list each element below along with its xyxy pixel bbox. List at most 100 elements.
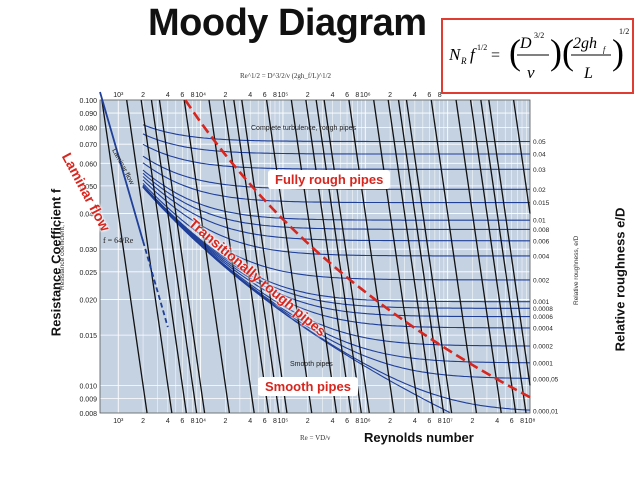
- top-tick-label: 8: [273, 92, 277, 99]
- roughness-axis-label: Relative roughness e/D: [612, 207, 628, 352]
- bottom-tick-label: 2: [470, 418, 474, 425]
- iso-lines: [101, 99, 531, 414]
- y-tick-label: 0.050: [79, 184, 97, 191]
- iso-line: [150, 99, 198, 414]
- tick-labels: 0.1000.0900.0800.0700.0600.0500.0400.030…: [79, 92, 558, 425]
- y-tick-label: 0.100: [79, 98, 97, 105]
- top-tick-label: 10⁵: [278, 92, 289, 99]
- y-tick-label: 0.090: [79, 111, 97, 118]
- bottom-tick-label: 10³: [113, 418, 124, 425]
- top-tick-label: 6: [263, 92, 267, 99]
- iso-line: [373, 99, 420, 414]
- formula-exp-32: 3/2: [534, 31, 544, 40]
- formula-paren-r2: ): [612, 32, 624, 72]
- roughness-label: 0.0002: [533, 344, 553, 351]
- y-tick-label: 0.020: [79, 297, 97, 304]
- bottom-tick-label: 10⁴: [195, 418, 206, 425]
- bottom-tick-label: 4: [331, 418, 335, 425]
- top-tick-label: 4: [166, 92, 170, 99]
- laminar-line: [99, 91, 144, 242]
- transition-boundary-group: [184, 99, 531, 399]
- iso-line: [323, 99, 370, 414]
- y-tick-label: 0.008: [79, 411, 97, 418]
- bottom-tick-label: 4: [495, 418, 499, 425]
- formula: N R f 1/2 = ( D 3/2 ν ) ( 2gh f L ) 1/2: [448, 27, 629, 82]
- top-tick-label: 10³: [113, 92, 124, 99]
- top-tick-label: 10⁶: [360, 92, 371, 99]
- top-tick-label: 4: [413, 92, 417, 99]
- formula-paren-l2: (: [562, 32, 574, 72]
- roughness-label: 0.04: [533, 152, 546, 159]
- top-tick-label: 6: [345, 92, 349, 99]
- iso-line: [480, 99, 527, 414]
- top-tick-label: 8: [191, 92, 195, 99]
- top-tick-label: 2: [141, 92, 145, 99]
- bottom-tick-label: 8: [438, 418, 442, 425]
- page-title: Moody Diagram: [148, 2, 427, 44]
- top-tick-label: 2: [306, 92, 310, 99]
- top-tick-label: 2: [388, 92, 392, 99]
- bottom-tick-label: 10⁶: [360, 418, 371, 425]
- iso-line: [488, 99, 531, 386]
- y-tick-label: 0.080: [79, 126, 97, 133]
- bottom-tick-label: 10⁸: [525, 418, 536, 425]
- roughness-label: 0.000,01: [533, 409, 559, 416]
- roughness-curve: [142, 183, 530, 281]
- bottom-tick-label: 6: [345, 418, 349, 425]
- roughness-label: 0.008: [533, 227, 550, 234]
- iso-line: [183, 99, 231, 414]
- bottom-tick-label: 6: [263, 418, 267, 425]
- bottom-tick-label: 8: [191, 418, 195, 425]
- top-tick-label: 8: [438, 92, 442, 99]
- iso-line: [290, 99, 338, 414]
- iso-line: [430, 99, 478, 414]
- smooth-callout: Smooth pipes: [258, 377, 358, 396]
- top-tick-label: 4: [331, 92, 335, 99]
- iso-line: [158, 99, 206, 414]
- formula-f: f: [470, 45, 477, 64]
- y-axis-label: Resistance Coefficient f: [48, 188, 64, 337]
- top-tick-label: 10⁴: [195, 92, 206, 99]
- plot-frame: [99, 99, 531, 414]
- formula-h-sub: f: [603, 45, 607, 54]
- formula-paren-l1: (: [509, 32, 521, 72]
- iso-line: [512, 99, 531, 214]
- roughness-label: 0.02: [533, 187, 546, 194]
- iso-line: [455, 99, 502, 414]
- laminar-line-group: [99, 91, 169, 328]
- laminar-formula: f = 64/Re: [103, 236, 134, 245]
- roughness-label: 0.05: [533, 139, 546, 146]
- roughness-curve: [142, 169, 530, 221]
- bottom-tick-label: 8: [355, 418, 359, 425]
- roughness-label: 0.0008: [533, 306, 553, 313]
- bottom-tick-label: 2: [306, 418, 310, 425]
- roughness-label: 0.006: [533, 238, 550, 245]
- y-tick-label: 0.025: [79, 270, 97, 277]
- iso-line: [265, 99, 313, 414]
- iso-line: [315, 99, 362, 414]
- roughness-label: 0.001: [533, 299, 550, 306]
- top-tick-label: 4: [248, 92, 252, 99]
- formula-outer-exp: 1/2: [619, 27, 629, 36]
- formula-2gh: 2gh: [573, 35, 597, 52]
- iso-line: [222, 99, 270, 414]
- y-tick-label: 0.030: [79, 247, 97, 254]
- bottom-tick-label: 4: [248, 418, 252, 425]
- y-tick-label: 0.015: [79, 333, 97, 340]
- iso-line: [397, 99, 445, 414]
- iso-line: [241, 99, 288, 414]
- formula-lhs-sub: R: [460, 56, 467, 66]
- roughness-label: 0.03: [533, 167, 546, 174]
- bottom-tick-label: 10⁷: [442, 418, 453, 425]
- roughness-curve: [142, 184, 530, 303]
- formula-exp-half: 1/2: [477, 43, 487, 52]
- right-axis-inner-title: Relative roughness, e/D: [573, 235, 580, 305]
- iso-line: [405, 99, 453, 414]
- bottom-axis-label: Re = VD/ν: [300, 434, 330, 442]
- bottom-tick-label: 2: [223, 418, 227, 425]
- bottom-tick-label: 4: [166, 418, 170, 425]
- formula-D: D: [519, 35, 532, 52]
- bottom-tick-label: 6: [180, 418, 184, 425]
- roughness-label: 0.0006: [533, 314, 553, 321]
- laminar-line-dashed: [142, 240, 169, 328]
